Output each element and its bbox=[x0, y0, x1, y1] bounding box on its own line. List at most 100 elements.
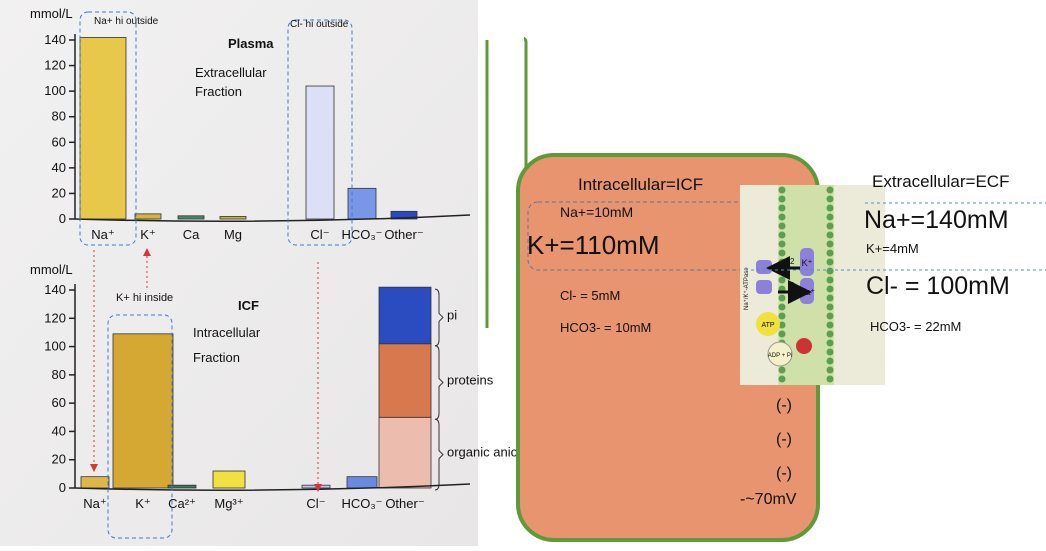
highlight-box bbox=[287, 19, 353, 246]
lipid bbox=[826, 294, 834, 302]
x-tick-label: Mg bbox=[224, 227, 242, 242]
y-tick-label: 40 bbox=[52, 160, 66, 175]
lipid bbox=[778, 303, 786, 311]
chart-title: Plasma bbox=[228, 36, 274, 51]
lipid bbox=[826, 222, 834, 230]
chart-subtitle: Extracellular bbox=[195, 65, 267, 80]
x-tick-label: Other⁻ bbox=[384, 227, 423, 242]
lipid bbox=[778, 294, 786, 302]
lipid bbox=[826, 375, 834, 383]
lipid bbox=[826, 276, 834, 284]
bar bbox=[134, 213, 162, 220]
bar bbox=[219, 216, 247, 220]
x-tick-label: K⁺ bbox=[140, 227, 156, 242]
x-tick-label: Cl⁻ bbox=[310, 227, 329, 242]
x-tick-label: Na⁺ bbox=[91, 227, 114, 242]
pump-count: 3 bbox=[790, 281, 795, 290]
y-tick-label: 120 bbox=[44, 58, 66, 73]
icf-ion: Na+=10mM bbox=[560, 204, 633, 220]
charge: (-) bbox=[776, 397, 792, 414]
ecf-title: Extracellular=ECF bbox=[872, 172, 1009, 191]
bar bbox=[112, 333, 174, 489]
segment-label: pi bbox=[447, 307, 457, 322]
lipid bbox=[826, 204, 834, 212]
membrane-image: K⁺ Na⁺ 2 3 ATP ADP + Pi Na⁺/K⁺-ATPase bbox=[740, 185, 885, 385]
y-tick-label: 40 bbox=[52, 423, 66, 438]
lipid bbox=[778, 195, 786, 203]
y-tick-label: 100 bbox=[44, 339, 66, 354]
unit-label: mmol/L bbox=[30, 6, 73, 21]
lipid bbox=[778, 213, 786, 221]
lipid bbox=[778, 312, 786, 320]
ecf-ion: HCO3- = 22mM bbox=[870, 319, 961, 334]
chart-subtitle: Intracellular bbox=[193, 325, 261, 340]
segment-label: organic anions bbox=[447, 445, 532, 460]
y-tick-label: 20 bbox=[52, 185, 66, 200]
chart-subtitle: Fraction bbox=[193, 350, 240, 365]
lipid bbox=[826, 231, 834, 239]
brace bbox=[434, 288, 444, 347]
brace bbox=[434, 418, 444, 491]
bar bbox=[177, 215, 205, 220]
ecf-ion: Na+=140mM bbox=[864, 206, 1009, 234]
lipid bbox=[778, 321, 786, 329]
lipid bbox=[826, 186, 834, 194]
annotation: K+ hi inside bbox=[116, 292, 173, 304]
lipid bbox=[778, 222, 786, 230]
bar bbox=[79, 37, 127, 220]
x-tick-label: Ca bbox=[183, 227, 200, 242]
y-tick-label: 60 bbox=[52, 134, 66, 149]
lipid bbox=[826, 312, 834, 320]
lipid bbox=[826, 357, 834, 365]
lipid bbox=[778, 240, 786, 248]
y-tick-label: 80 bbox=[52, 367, 66, 382]
lipid bbox=[778, 186, 786, 194]
lipid bbox=[778, 375, 786, 383]
y-tick-label: 120 bbox=[44, 310, 66, 325]
lipid bbox=[826, 285, 834, 293]
lipid bbox=[826, 339, 834, 347]
stack-segment bbox=[378, 343, 432, 418]
lipid bbox=[826, 348, 834, 356]
x-tick-label: Other⁻ bbox=[385, 496, 424, 511]
bar bbox=[167, 484, 197, 489]
x-tick-label: HCO₃⁻ bbox=[341, 227, 382, 242]
y-tick-label: 100 bbox=[44, 83, 66, 98]
lipid bbox=[778, 258, 786, 266]
highlight-box bbox=[527, 201, 801, 271]
lipid bbox=[826, 213, 834, 221]
atp: ATP bbox=[761, 322, 774, 329]
x-tick-label: K⁺ bbox=[135, 496, 151, 511]
bar bbox=[346, 476, 378, 489]
brace bbox=[434, 345, 444, 420]
x-axis bbox=[74, 483, 471, 491]
x-tick-label: Mg³⁺ bbox=[214, 496, 243, 511]
bar bbox=[80, 476, 110, 489]
charts: mmol/L Plasma Extracellular Fraction 0 20 40 60… bbox=[30, 6, 532, 511]
lipid bbox=[826, 303, 834, 311]
charge: (-) bbox=[776, 465, 792, 482]
bar bbox=[301, 484, 331, 489]
y-tick-label: 60 bbox=[52, 395, 66, 410]
stack-segment bbox=[378, 286, 432, 345]
ecf-ion: K+=4mM bbox=[866, 241, 919, 256]
membrane-potential: -~70mV bbox=[740, 491, 797, 508]
unit-label: mmol/L bbox=[30, 262, 73, 277]
annotation: Cl- hi outside bbox=[290, 19, 349, 30]
pump-ion: Na⁺ bbox=[799, 287, 816, 297]
y-tick-label: 0 bbox=[59, 211, 66, 226]
lipid bbox=[826, 258, 834, 266]
icf-title: Intracellular=ICF bbox=[578, 175, 703, 194]
pump-count: 2 bbox=[790, 257, 795, 266]
x-tick-label: Na⁺ bbox=[83, 496, 106, 511]
lipid bbox=[778, 276, 786, 284]
y-tick-label: 140 bbox=[44, 282, 66, 297]
icf-ion: K+=110mM bbox=[527, 230, 659, 260]
chart-title: ICF bbox=[238, 298, 259, 313]
bar bbox=[212, 470, 246, 489]
lipid bbox=[778, 330, 786, 338]
lipid bbox=[826, 321, 834, 329]
pump-label: Na⁺/K⁺-ATPase bbox=[743, 267, 750, 310]
pump-ion: K⁺ bbox=[802, 258, 813, 268]
